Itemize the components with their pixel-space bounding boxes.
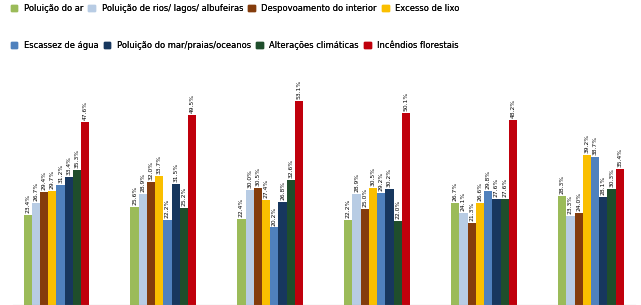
Text: 26.7%: 26.7% [453, 181, 458, 201]
Bar [591, 156, 599, 305]
Text: 27.6%: 27.6% [502, 178, 507, 197]
Text: 30.5%: 30.5% [370, 167, 376, 186]
Bar [361, 209, 369, 305]
Text: 22.2%: 22.2% [165, 199, 170, 218]
Bar [278, 202, 287, 305]
Text: 29.7%: 29.7% [50, 170, 55, 189]
Text: 30.5%: 30.5% [255, 167, 260, 186]
Bar [402, 113, 410, 305]
Bar [138, 194, 147, 305]
Bar [254, 188, 262, 305]
Text: 25.2%: 25.2% [181, 187, 187, 206]
Bar [583, 155, 591, 305]
Text: 35.4%: 35.4% [617, 148, 622, 167]
Bar [246, 190, 254, 305]
Bar [81, 122, 89, 305]
Text: 32.6%: 32.6% [288, 159, 294, 178]
Text: 29.2%: 29.2% [379, 172, 384, 191]
Text: 25.6%: 25.6% [132, 186, 137, 205]
Text: 23.4%: 23.4% [25, 194, 30, 213]
Text: 29.8%: 29.8% [486, 170, 490, 189]
Text: 33.4%: 33.4% [66, 156, 71, 175]
Text: 26.8%: 26.8% [280, 181, 285, 200]
Text: 53.1%: 53.1% [297, 80, 301, 99]
Bar [484, 191, 492, 305]
Text: 28.9%: 28.9% [140, 173, 146, 192]
Bar [155, 176, 163, 305]
Text: 47.6%: 47.6% [83, 102, 88, 120]
Text: 28.3%: 28.3% [560, 175, 565, 195]
Bar [344, 220, 353, 305]
Text: 35.3%: 35.3% [74, 149, 79, 168]
Text: 26.6%: 26.6% [478, 182, 483, 201]
Bar [130, 207, 138, 305]
Text: 50.1%: 50.1% [403, 92, 408, 111]
Text: 21.3%: 21.3% [469, 202, 474, 221]
Bar [599, 197, 608, 305]
Text: 31.2%: 31.2% [58, 164, 63, 183]
Bar [188, 115, 196, 305]
Bar [163, 220, 172, 305]
Text: 28.1%: 28.1% [601, 176, 606, 195]
Bar [271, 228, 278, 305]
Text: 32.0%: 32.0% [149, 161, 153, 180]
Text: 24.0%: 24.0% [576, 192, 581, 211]
Text: 30.2%: 30.2% [387, 168, 392, 187]
Text: 24.1%: 24.1% [461, 192, 466, 211]
Bar [574, 213, 583, 305]
Bar [476, 203, 484, 305]
Bar [608, 189, 615, 305]
Text: 27.6%: 27.6% [494, 178, 499, 197]
Text: 25.0%: 25.0% [362, 188, 367, 207]
Text: 22.4%: 22.4% [239, 198, 244, 217]
Bar [147, 182, 155, 305]
Text: 48.2%: 48.2% [510, 99, 515, 118]
Bar [295, 101, 303, 305]
Legend: Poluição do ar, Poluição de rios/ lagos/ albufeiras, Despovoamento do interior, : Poluição do ar, Poluição de rios/ lagos/… [11, 4, 460, 13]
Bar [501, 199, 509, 305]
Bar [65, 177, 73, 305]
Text: 28.9%: 28.9% [354, 173, 359, 192]
Bar [385, 189, 394, 305]
Bar [492, 199, 501, 305]
Bar [615, 169, 624, 305]
Bar [451, 203, 460, 305]
Text: 39.2%: 39.2% [585, 134, 589, 153]
Text: 33.7%: 33.7% [157, 155, 162, 174]
Bar [467, 223, 476, 305]
Text: 29.4%: 29.4% [42, 171, 47, 190]
Legend: Escassez de água, Poluição do mar/praias/oceanos, Alterações climáticas, Incêndi: Escassez de água, Poluição do mar/praias… [11, 41, 459, 50]
Bar [56, 185, 65, 305]
Bar [32, 203, 40, 305]
Bar [40, 192, 48, 305]
Bar [558, 196, 566, 305]
Bar [394, 221, 402, 305]
Text: 30.3%: 30.3% [609, 168, 614, 187]
Text: 22.2%: 22.2% [346, 199, 351, 218]
Bar [172, 184, 180, 305]
Text: 31.5%: 31.5% [173, 163, 178, 182]
Text: 26.7%: 26.7% [33, 181, 38, 201]
Bar [237, 219, 246, 305]
Text: 30.0%: 30.0% [247, 169, 252, 188]
Text: 38.7%: 38.7% [592, 136, 597, 155]
Bar [24, 215, 32, 305]
Text: 22.0%: 22.0% [395, 199, 400, 219]
Bar [353, 194, 361, 305]
Bar [460, 213, 467, 305]
Text: 27.4%: 27.4% [263, 179, 269, 198]
Bar [377, 193, 385, 305]
Text: 49.5%: 49.5% [190, 94, 195, 113]
Bar [48, 191, 56, 305]
Bar [566, 216, 574, 305]
Bar [369, 188, 377, 305]
Bar [287, 180, 295, 305]
Bar [262, 200, 271, 305]
Text: 23.3%: 23.3% [568, 195, 573, 214]
Bar [73, 170, 81, 305]
Bar [180, 208, 188, 305]
Bar [509, 120, 517, 305]
Text: 20.2%: 20.2% [272, 206, 277, 226]
